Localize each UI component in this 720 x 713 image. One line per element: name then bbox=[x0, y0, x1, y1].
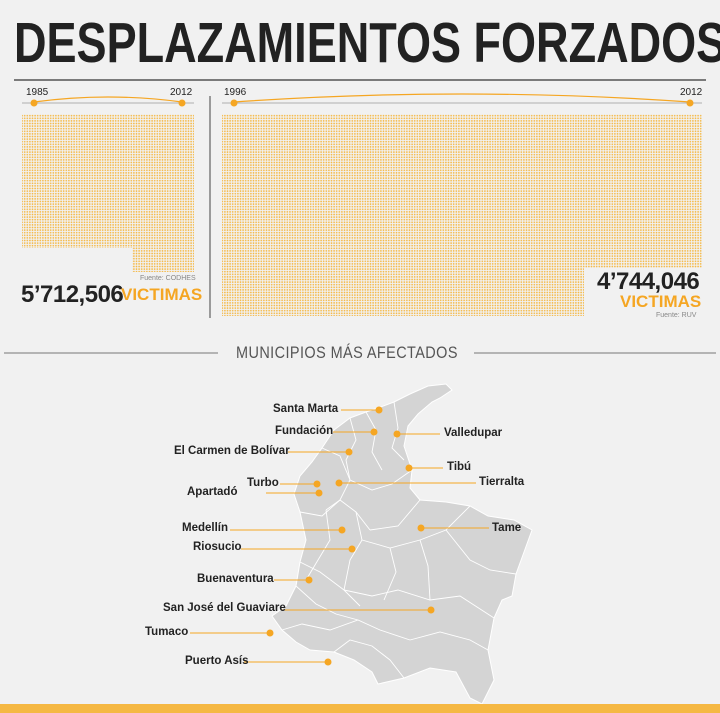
city-label: Tierralta bbox=[479, 476, 525, 488]
city-label: Buenaventura bbox=[197, 573, 274, 585]
left-total: 5’712,506 bbox=[21, 281, 124, 308]
city-label: Medellín bbox=[182, 522, 229, 534]
country-shape bbox=[271, 383, 533, 705]
marker-fundacion bbox=[370, 428, 378, 436]
marker-el-carmen bbox=[345, 448, 353, 456]
right-timeline-arc bbox=[233, 93, 691, 103]
left-timeline-end-dot bbox=[178, 99, 186, 107]
city-label: Tibú bbox=[447, 461, 472, 473]
city-label: Turbo bbox=[247, 477, 279, 489]
city-label: Valledupar bbox=[444, 427, 503, 439]
marker-tame bbox=[417, 524, 425, 532]
department-borders bbox=[281, 401, 517, 679]
city-label: San José del Guaviare bbox=[163, 602, 286, 614]
marker-puerto-asis bbox=[324, 658, 332, 666]
right-year-end: 2012 bbox=[680, 87, 703, 98]
right-total: 4’744,046 bbox=[597, 268, 700, 295]
right-dot-grid bbox=[222, 114, 702, 316]
marker-buenaventura bbox=[305, 576, 313, 584]
right-timeline-start-dot bbox=[230, 99, 238, 107]
marker-san-jose bbox=[427, 606, 435, 614]
marker-tumaco bbox=[266, 629, 274, 637]
marker-medellin bbox=[338, 526, 346, 534]
city-label: Riosucio bbox=[193, 541, 242, 553]
right-source: Fuente: RUV bbox=[656, 312, 697, 319]
left-victims-label: VICTIMAS bbox=[121, 285, 203, 304]
right-victims-label: VICTIMAS bbox=[620, 292, 702, 311]
marker-santa-marta bbox=[375, 406, 383, 414]
bottom-bar bbox=[0, 704, 720, 713]
city-label: Tumaco bbox=[145, 626, 189, 638]
right-year-start: 1996 bbox=[224, 87, 247, 98]
section-title: MUNICIPIOS MÁS AFECTADOS bbox=[236, 343, 458, 362]
marker-tierralta bbox=[335, 479, 343, 487]
marker-riosucio bbox=[348, 545, 356, 553]
right-timeline-end-dot bbox=[686, 99, 694, 107]
marker-tibu bbox=[405, 464, 413, 472]
left-dot-grid bbox=[22, 114, 194, 272]
city-label: Fundación bbox=[275, 425, 334, 437]
city-label: Puerto Asís bbox=[185, 655, 249, 667]
left-timeline-arc bbox=[33, 96, 183, 103]
victims-dot-grids bbox=[22, 114, 702, 316]
city-label: Apartadó bbox=[187, 486, 238, 498]
left-year-start: 1985 bbox=[26, 87, 49, 98]
marker-turbo bbox=[313, 480, 321, 488]
left-timeline-start-dot bbox=[30, 99, 38, 107]
city-label: El Carmen de Bolívar bbox=[174, 445, 290, 457]
left-year-end: 2012 bbox=[170, 87, 193, 98]
city-label: Santa Marta bbox=[273, 403, 339, 415]
city-label: Tame bbox=[492, 522, 522, 534]
left-source: Fuente: CODHES bbox=[140, 275, 196, 282]
marker-valledupar bbox=[393, 430, 401, 438]
marker-apartado bbox=[315, 489, 323, 497]
